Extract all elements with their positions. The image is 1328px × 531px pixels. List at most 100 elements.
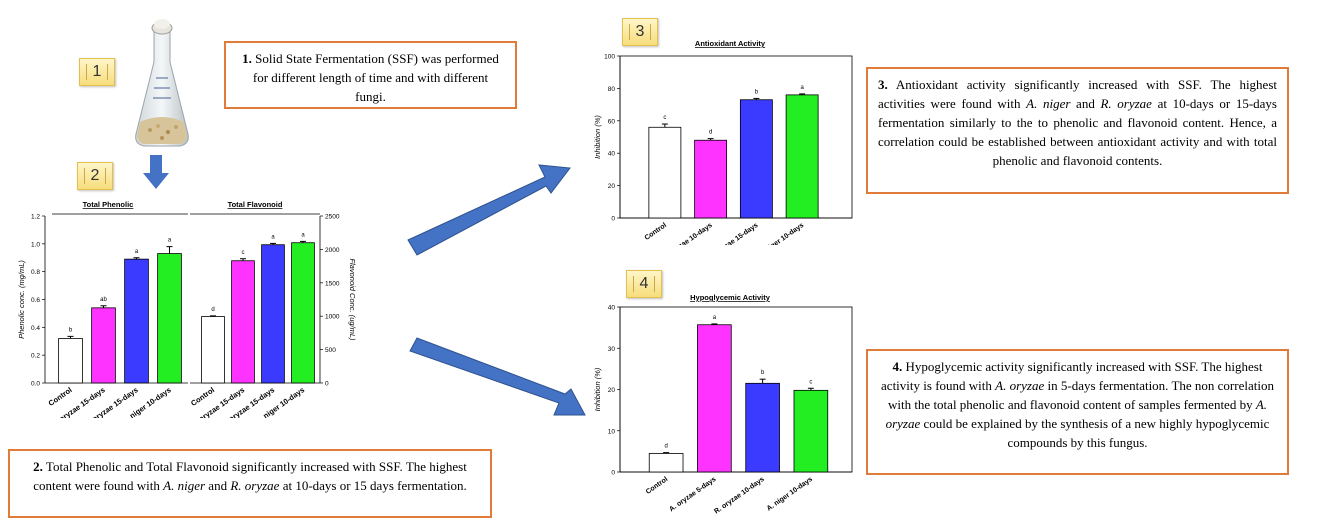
panel-2-textbox: 2. Total Phenolic and Total Flavonoid si… xyxy=(8,449,492,518)
hypoglycemic-activity-ytick-label: 20 xyxy=(608,387,616,394)
hypoglycemic-activity-chart: 0 10 20 30 40 Hypoglycemic Activity Inhibition… xyxy=(593,293,853,516)
hypoglycemic-activity-ylabel: Inhibition (%) xyxy=(593,367,602,411)
total-phenolic-ylabel: Phenolic conc. (mg/mL) xyxy=(17,260,26,339)
antioxidant-activity-ytick-label: 80 xyxy=(608,86,616,93)
total-phenolic-chart: 0.0 0.2 0.4 0.6 0.8 1.0 1.2 Total Phenolic Pheno… xyxy=(17,200,188,418)
panel-2-number: 2. xyxy=(33,459,43,474)
step-badge-2-label: 2 xyxy=(90,167,100,184)
panel-2-species-1: A. niger xyxy=(163,478,206,493)
panel-4-species-2: A. oryzae xyxy=(885,397,1268,431)
antioxidant-activity-ytick-label: 100 xyxy=(604,54,615,61)
panel-4-species-1: A. oryzae xyxy=(995,378,1045,393)
hypoglycemic-activity-sig-label: b xyxy=(761,370,765,376)
hypoglycemic-activity-ytick-label: 0 xyxy=(611,470,615,477)
down-arrow-icon xyxy=(143,155,169,189)
total-phenolic-sig-label: b xyxy=(69,327,73,333)
step-badge-4: 4 xyxy=(626,270,662,298)
hypoglycemic-activity-category-label: R. oryzae 10-days xyxy=(713,476,766,516)
arrow-down-right-icon xyxy=(409,337,586,416)
antioxidant-activity-category-label: A. niger 10-days xyxy=(757,222,805,245)
antioxidant-activity-ylabel: Inhibition (%) xyxy=(593,115,602,159)
panel-2-text-a: Total Phenolic and Total Flavonoid signi… xyxy=(33,459,467,493)
total-phenolic-ytick-label: 1.2 xyxy=(31,214,40,221)
antioxidant-activity-ytick-label: 40 xyxy=(608,151,616,158)
total-flavonoid-ytick-label: 1000 xyxy=(325,314,340,321)
panel-3-text-a: Antioxidant activity significantly incre… xyxy=(878,77,1277,111)
total-phenolic-sig-label: ab xyxy=(100,297,107,303)
total-phenolic-bar xyxy=(124,258,149,384)
hypoglycemic-activity-ytick-label: 40 xyxy=(608,305,616,312)
total-phenolic-bar xyxy=(157,253,182,384)
total-phenolic-ytick-label: 1.0 xyxy=(31,241,40,248)
antioxidant-activity-bar xyxy=(785,94,819,219)
total-phenolic-sig-label: a xyxy=(135,249,139,255)
hypoglycemic-activity-bar xyxy=(793,389,829,473)
total-phenolic-bar xyxy=(91,307,116,384)
antioxidant-activity-ytick-label: 0 xyxy=(611,216,615,223)
antioxidant-activity-sig-label: a xyxy=(800,85,804,91)
total-flavonoid-ytick-label: 0 xyxy=(325,381,329,388)
total-flavonoid-ytick-label: 1500 xyxy=(325,280,340,287)
panel-4-text-a: Hypoglycemic activity significantly incr… xyxy=(881,359,1263,393)
panel-2-text-c: at 10-days or 15 days fermentation. xyxy=(279,478,467,493)
total-phenolic-sig-label: a xyxy=(168,238,172,244)
total-flavonoid-chart: 0 500 1000 1500 2000 2500 Total Flavonoid Flavo… xyxy=(189,200,357,418)
total-flavonoid-bar xyxy=(231,260,255,384)
total-phenolic-ytick-label: 0.4 xyxy=(31,325,40,332)
panel-3-species-1: A. niger xyxy=(1026,96,1071,111)
total-flavonoid-title: Total Flavonoid xyxy=(228,200,283,209)
total-flavonoid-sig-label: d xyxy=(211,307,214,313)
panel-4-text-b: in 5-days fermentation. The non correlat… xyxy=(887,378,1274,412)
panel-3-text-b: and xyxy=(1070,96,1101,111)
hypoglycemic-activity-category-label: Control xyxy=(645,476,669,496)
panel-4-text-c: could be explained by the synthesis of a… xyxy=(920,416,1270,450)
hypoglycemic-activity-sig-label: d xyxy=(664,444,667,450)
step-badge-3: 3 xyxy=(622,18,658,46)
total-flavonoid-sig-label: a xyxy=(301,232,305,238)
total-phenolic-bar xyxy=(58,338,83,384)
arrow-up-right-icon xyxy=(407,164,571,256)
total-flavonoid-sig-label: a xyxy=(271,234,275,240)
hypoglycemic-activity-bar xyxy=(745,382,780,473)
total-flavonoid-ytick-label: 500 xyxy=(325,347,336,354)
panel-2-text-b: and xyxy=(205,478,231,493)
step-badge-4-label: 4 xyxy=(639,275,649,292)
panel-2-species-2: R. oryzae xyxy=(230,478,280,493)
panel-3-number: 3. xyxy=(878,77,888,92)
total-flavonoid-bar xyxy=(201,316,225,384)
total-flavonoid-ylabel: Flavonoid Conc. (ug/mL) xyxy=(348,258,357,341)
total-phenolic-title: Total Phenolic xyxy=(83,200,134,209)
total-phenolic-ytick-label: 0.2 xyxy=(31,353,40,360)
total-flavonoid-bar xyxy=(261,244,285,384)
antioxidant-activity-category-label: R. oryzae 15-days xyxy=(707,222,760,245)
hypoglycemic-activity-sig-label: a xyxy=(713,315,717,321)
panel-3-textbox: 3. Antioxidant activity significantly in… xyxy=(866,67,1289,194)
panel-4-textbox: 4. Hypoglycemic activity significantly i… xyxy=(866,349,1289,475)
antioxidant-activity-category-label: Control xyxy=(644,222,668,242)
total-flavonoid-bar xyxy=(291,242,315,384)
hypoglycemic-activity-sig-label: c xyxy=(809,379,812,385)
total-flavonoid-sig-label: c xyxy=(242,250,245,256)
step-badge-1-label: 1 xyxy=(92,63,102,80)
antioxidant-activity-bar xyxy=(694,139,728,219)
hypoglycemic-activity-category-label: A. oryzae 5-days xyxy=(668,476,717,513)
antioxidant-activity-ytick-label: 60 xyxy=(608,118,616,125)
total-phenolic-ytick-label: 0.6 xyxy=(31,297,40,304)
antioxidant-activity-sig-label: c xyxy=(663,115,666,121)
antioxidant-activity-category-label: A. oryzae 10-days xyxy=(661,222,714,245)
antioxidant-activity-sig-label: d xyxy=(709,130,712,136)
panel-1-number: 1. xyxy=(242,51,252,66)
total-phenolic-ytick-label: 0.0 xyxy=(31,381,40,388)
antioxidant-activity-bar xyxy=(648,126,682,219)
antioxidant-activity-ytick-label: 20 xyxy=(608,183,616,190)
step-badge-2: 2 xyxy=(77,162,113,190)
step-badge-3-label: 3 xyxy=(635,23,645,40)
hypoglycemic-activity-title: Hypoglycemic Activity xyxy=(690,293,771,302)
panel-1-text: Solid State Fermentation (SSF) was perfo… xyxy=(252,51,499,104)
panel-1-textbox: 1. Solid State Fermentation (SSF) was pe… xyxy=(224,41,517,109)
antioxidant-activity-bar xyxy=(739,99,773,219)
antioxidant-activity-chart: 0 20 40 60 80 100 Antioxidant Activity Inhibiti… xyxy=(593,39,853,245)
panel-3-text-c: at 10-days or 15-days fermentation simil… xyxy=(878,96,1277,168)
total-phenolic-category-label: Control xyxy=(47,385,74,408)
hypoglycemic-activity-category-label: A. niger 10-days xyxy=(766,476,814,513)
